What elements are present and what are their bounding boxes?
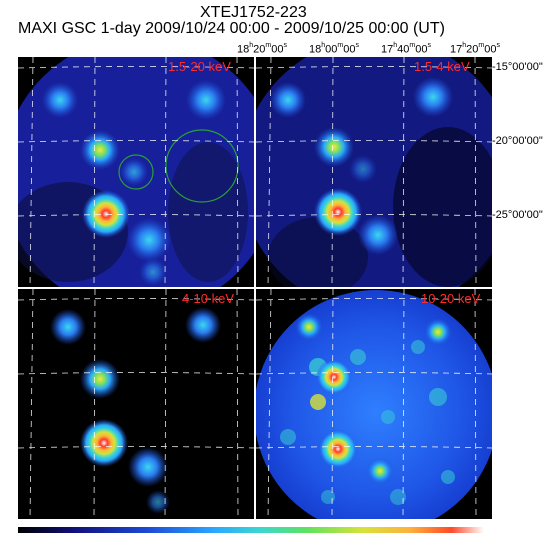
ra-tick-18h00m: 18h00m00s <box>309 42 359 56</box>
panel-2-image <box>256 57 492 287</box>
energy-label-panel-1: 1.5-20 keV <box>168 59 231 74</box>
panel-separator-horizontal <box>18 287 492 289</box>
energy-label-panel-4: 10-20 keV <box>421 291 481 306</box>
region-circle-large <box>165 129 239 203</box>
coordinate-grid <box>18 57 492 519</box>
ra-tick-18h20m: 18h20m00s <box>237 42 287 56</box>
energy-label-panel-3: 4-10 keV <box>182 291 235 306</box>
region-circle-small <box>118 154 154 190</box>
panel-3-image <box>50 307 221 514</box>
colorbar <box>18 527 484 533</box>
ra-tick-17h20m: 17h20m00s <box>450 42 500 56</box>
ra-tick-17h40m: 17h40m00s <box>381 42 431 56</box>
sky-image-grid: 1.5-20 keV 1.5-4 keV 4-10 keV 10-20 keV … <box>18 57 543 519</box>
object-title: XTEJ1752-223 <box>200 4 307 21</box>
dec-tick-25: -25°00'00" <box>492 209 543 221</box>
dec-tick-15: -15°00'00" <box>492 61 543 73</box>
sky-map-panels <box>18 57 492 519</box>
dec-tick-20: -20°00'00" <box>492 135 543 147</box>
panel-4-image <box>256 290 492 519</box>
energy-label-panel-2: 1.5-4 keV <box>414 59 470 74</box>
observation-title: MAXI GSC 1-day 2009/10/24 00:00 - 2009/1… <box>18 20 445 37</box>
ra-axis-labels: 18h20m00s 18h00m00s 17h40m00s 17h20m00s <box>0 42 549 59</box>
